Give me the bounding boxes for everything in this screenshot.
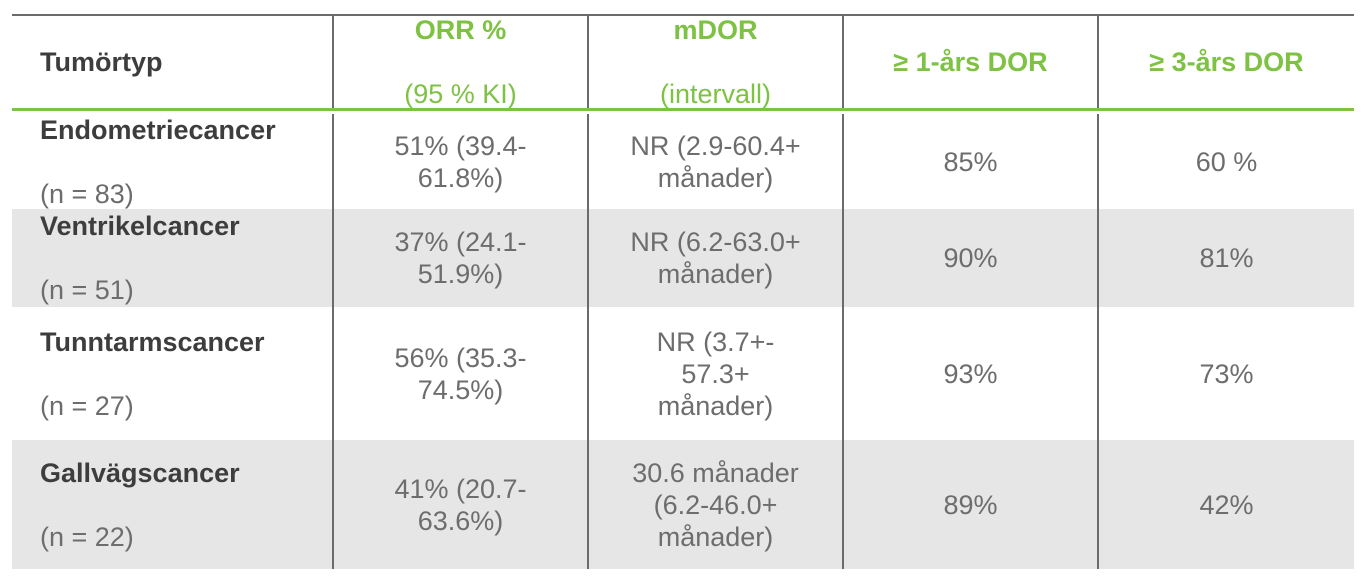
table-row: Ventrikelcancer (n = 51) 37% (24.1- 51.9…	[12, 209, 1354, 307]
mdor-cell: NR (3.7+- 57.3+ månader)	[587, 307, 842, 440]
orr-cell: 56% (35.3- 74.5%)	[332, 307, 587, 440]
table-header-row: Tumörtyp ORR % (95 % KI) mDOR (intervall…	[12, 15, 1354, 111]
dor-1yr-cell: 85%	[842, 114, 1097, 209]
response-table: Tumörtyp ORR % (95 % KI) mDOR (intervall…	[12, 14, 1354, 569]
orr-cell: 37% (24.1- 51.9%)	[332, 209, 587, 307]
dor-1yr-cell: 93%	[842, 307, 1097, 440]
dor-3yr-cell: 60 %	[1097, 114, 1354, 209]
dor-1yr-cell: 90%	[842, 209, 1097, 307]
table-row: Gallvägscancer (n = 22) 41% (20.7- 63.6%…	[12, 440, 1354, 569]
tumor-n: (n = 27)	[40, 390, 134, 421]
dor-3yr-cell: 42%	[1097, 440, 1354, 569]
tumor-name: Gallvägscancer	[40, 457, 240, 488]
table-row: Endometriecancer (n = 83) 51% (39.4- 61.…	[12, 114, 1354, 209]
tumor-name: Ventrikelcancer	[40, 211, 240, 241]
tumor-cell: Gallvägscancer (n = 22)	[12, 440, 332, 569]
tumor-name: Tunntarmscancer	[40, 326, 265, 357]
mdor-cell: NR (2.9-60.4+ månader)	[587, 114, 842, 209]
tumor-n: (n = 83)	[40, 178, 134, 209]
orr-cell: 41% (20.7- 63.6%)	[332, 440, 587, 569]
orr-cell: 51% (39.4- 61.8%)	[332, 114, 587, 209]
table-row: Tunntarmscancer (n = 27) 56% (35.3- 74.5…	[12, 307, 1354, 440]
header-mdor-label: mDOR	[673, 15, 758, 45]
tumor-cell: Endometriecancer (n = 83)	[12, 114, 332, 209]
tumor-n: (n = 51)	[40, 275, 134, 305]
header-mdor-sub: (intervall)	[659, 79, 772, 109]
tumor-cell: Tunntarmscancer (n = 27)	[12, 307, 332, 440]
header-orr-sub: (95 % KI)	[404, 79, 517, 109]
header-dor-3yr: ≥ 3-års DOR	[1097, 16, 1354, 108]
header-tumor-type-label: Tumörtyp	[40, 47, 163, 77]
dor-3yr-cell: 81%	[1097, 209, 1354, 307]
header-tumor-type: Tumörtyp	[12, 16, 332, 108]
header-orr: ORR % (95 % KI)	[332, 15, 587, 109]
header-dor-1yr-label: ≥ 1-års DOR	[893, 47, 1048, 77]
tumor-cell: Ventrikelcancer (n = 51)	[12, 209, 332, 307]
dor-3yr-cell: 73%	[1097, 307, 1354, 440]
mdor-cell: NR (6.2-63.0+ månader)	[587, 209, 842, 307]
header-dor-3yr-label: ≥ 3-års DOR	[1149, 47, 1304, 77]
mdor-cell: 30.6 månader (6.2-46.0+ månader)	[587, 440, 842, 569]
header-orr-label: ORR %	[414, 15, 507, 45]
tumor-name: Endometriecancer	[40, 114, 276, 145]
header-dor-1yr: ≥ 1-års DOR	[842, 16, 1097, 108]
dor-1yr-cell: 89%	[842, 440, 1097, 569]
header-mdor: mDOR (intervall)	[587, 15, 842, 109]
tumor-n: (n = 22)	[40, 521, 134, 552]
